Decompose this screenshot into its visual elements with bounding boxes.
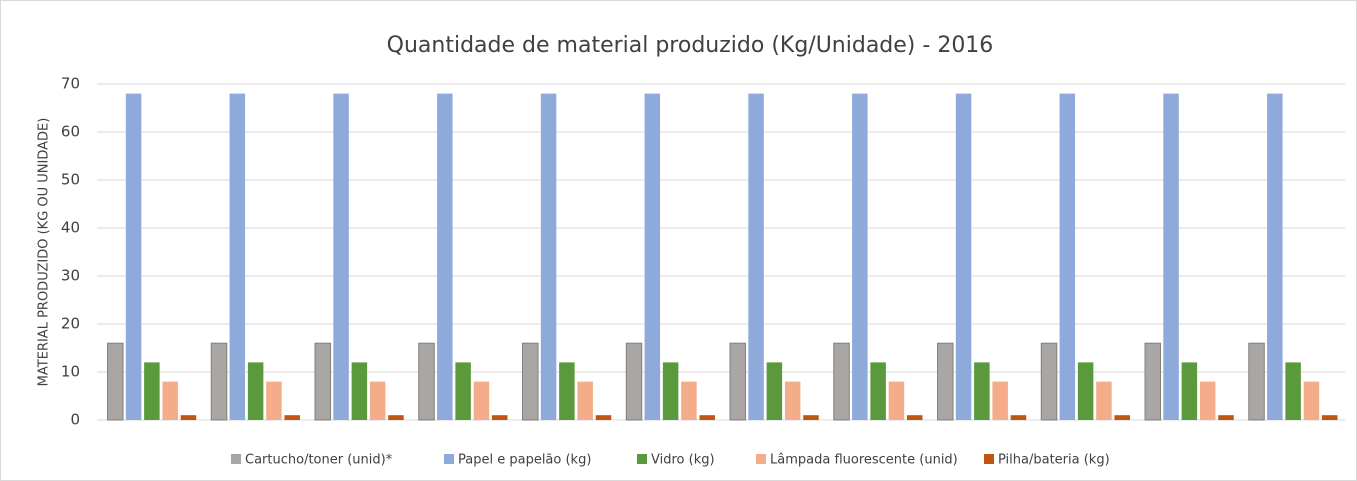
bar bbox=[1218, 415, 1234, 420]
bar bbox=[162, 381, 178, 420]
bar bbox=[699, 415, 715, 420]
y-tick-label: 50 bbox=[61, 171, 80, 189]
bar bbox=[1285, 362, 1301, 420]
y-tick-label: 30 bbox=[61, 267, 80, 285]
bar bbox=[748, 93, 764, 420]
bar bbox=[491, 415, 508, 420]
y-tick-label: 40 bbox=[61, 219, 80, 237]
bar bbox=[144, 362, 160, 420]
y-tick-label: 20 bbox=[61, 315, 80, 333]
bar bbox=[681, 381, 697, 420]
legend-label: Lâmpada fluorescente (unid) bbox=[770, 453, 958, 468]
bar bbox=[1181, 362, 1198, 420]
legend-label: Pilha/bateria (kg) bbox=[998, 453, 1110, 468]
bar bbox=[766, 362, 783, 420]
y-tick-label: 10 bbox=[61, 363, 80, 381]
bar bbox=[888, 381, 905, 420]
bar bbox=[1267, 93, 1283, 420]
bar bbox=[473, 381, 490, 420]
bar bbox=[522, 342, 539, 421]
bar bbox=[210, 342, 228, 421]
bar bbox=[1144, 342, 1162, 421]
bar bbox=[1163, 93, 1179, 420]
bar bbox=[455, 362, 471, 420]
bar bbox=[125, 93, 142, 420]
bar bbox=[437, 93, 453, 420]
bar bbox=[974, 362, 990, 420]
bar bbox=[388, 415, 404, 420]
bar bbox=[1248, 342, 1265, 421]
bar bbox=[369, 381, 386, 420]
bar bbox=[1040, 342, 1058, 421]
bar bbox=[662, 362, 679, 420]
bar bbox=[906, 415, 923, 420]
bar bbox=[644, 93, 661, 420]
bar bbox=[559, 362, 575, 420]
y-tick-label: 70 bbox=[61, 75, 80, 93]
bar bbox=[937, 342, 954, 421]
bar bbox=[333, 93, 349, 420]
bar bbox=[1010, 415, 1027, 420]
bar bbox=[852, 93, 868, 420]
legend-label: Papel e papelão (kg) bbox=[458, 453, 591, 468]
bar bbox=[1096, 381, 1112, 420]
legend-swatch bbox=[984, 454, 994, 464]
bar bbox=[1303, 381, 1320, 420]
bar bbox=[1059, 93, 1076, 420]
bar bbox=[540, 93, 557, 420]
bar bbox=[1114, 415, 1130, 420]
bar bbox=[729, 342, 747, 421]
bar bbox=[229, 93, 246, 420]
bar bbox=[870, 362, 886, 420]
bar bbox=[595, 415, 612, 420]
chart-title: Quantidade de material produzido (Kg/Uni… bbox=[387, 33, 994, 58]
bar bbox=[955, 93, 972, 420]
legend-label: Cartucho/toner (unid)* bbox=[245, 453, 393, 468]
legend-swatch bbox=[637, 454, 647, 464]
bar bbox=[803, 415, 819, 420]
legend-swatch bbox=[231, 454, 241, 464]
bar bbox=[577, 381, 593, 420]
bar bbox=[107, 342, 124, 421]
legend-swatch bbox=[444, 454, 454, 464]
bar bbox=[1321, 415, 1338, 420]
bar bbox=[992, 381, 1008, 420]
bar bbox=[180, 415, 197, 420]
y-tick-label: 0 bbox=[70, 411, 80, 429]
bar bbox=[266, 381, 282, 420]
bar bbox=[247, 362, 264, 420]
bar bbox=[418, 342, 435, 421]
bar bbox=[1077, 362, 1094, 420]
bar bbox=[351, 362, 368, 420]
bar bbox=[784, 381, 801, 420]
legend-label: Vidro (kg) bbox=[651, 453, 715, 468]
legend-swatch bbox=[756, 454, 766, 464]
bar bbox=[284, 415, 300, 420]
y-axis-label: MATERIAL PRODUZIDO (KG OU UNIDADE) bbox=[37, 118, 52, 387]
bar bbox=[1199, 381, 1216, 420]
bar bbox=[625, 342, 643, 421]
bar bbox=[833, 342, 850, 421]
bar bbox=[314, 342, 332, 421]
y-tick-label: 60 bbox=[61, 123, 80, 141]
